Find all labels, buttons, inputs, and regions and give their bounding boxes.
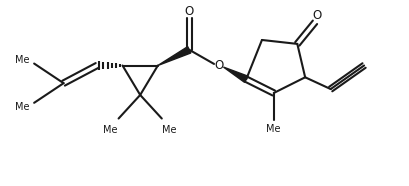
Text: Me: Me xyxy=(15,102,29,112)
Text: O: O xyxy=(184,5,193,18)
Text: Me: Me xyxy=(162,125,176,134)
Polygon shape xyxy=(157,47,191,65)
Text: Me: Me xyxy=(15,55,29,65)
Text: O: O xyxy=(312,9,321,22)
Text: O: O xyxy=(213,59,223,72)
Text: Me: Me xyxy=(266,124,280,134)
Text: Me: Me xyxy=(103,125,118,134)
Polygon shape xyxy=(223,67,247,82)
